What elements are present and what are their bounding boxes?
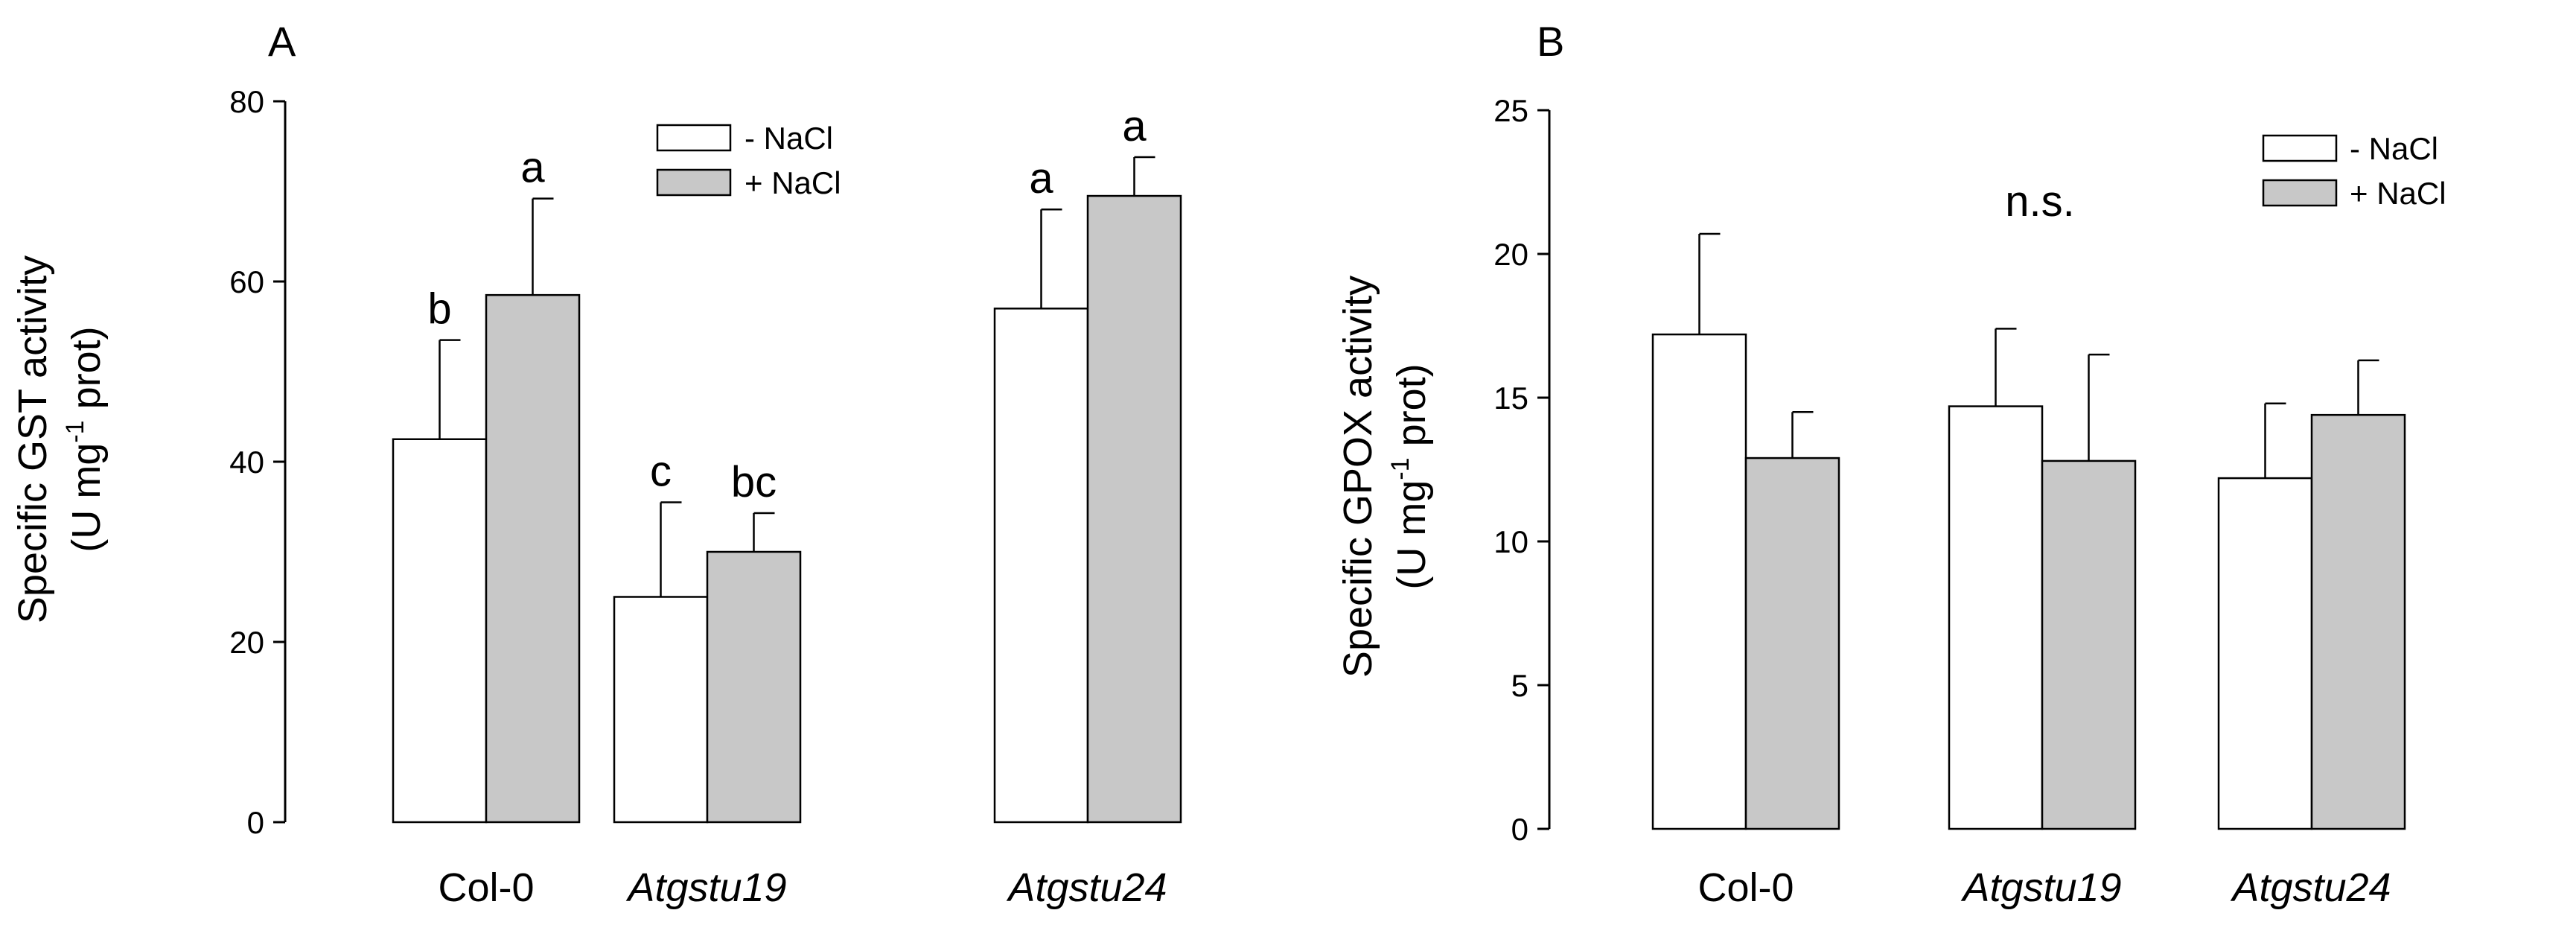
bar-plus-nacl: [2041, 459, 2137, 830]
bar-plus-nacl: [1744, 457, 1840, 830]
panel-b-ylabel: Specific GPOX activity (U mg-1 prot): [1336, 276, 1434, 678]
panel-b-ylabel-line1: Specific GPOX activity: [1336, 276, 1380, 678]
panel-a-ylabel-line2: (U mg-1 prot): [61, 326, 109, 552]
y-tick-label: 0: [1511, 812, 1528, 847]
bar-minus-nacl: [392, 438, 488, 824]
legend-label-plus-nacl: + NaCl: [745, 165, 841, 200]
x-category-label: Col-0: [438, 865, 534, 910]
x-category-label: Atgstu24: [1006, 865, 1167, 910]
y-tick-label: 60: [229, 264, 264, 299]
y-tick-label: 40: [229, 445, 264, 480]
bar-minus-nacl: [2217, 477, 2313, 830]
panel-b-legend: - NaCl + NaCl: [2262, 131, 2446, 211]
significance-letter: a: [520, 144, 545, 192]
x-category-label: Col-0: [1697, 865, 1794, 910]
panel-a: A Specific GST activity (U mg-1 prot) 0 2…: [10, 18, 1182, 910]
legend-swatch-plus-nacl: [2262, 179, 2338, 207]
significance-letter: a: [1029, 154, 1053, 203]
panel-b-axes: 0 5 10 15 20 25 Col-0 Atgstu19 Atgstu24: [1493, 93, 2391, 910]
legend-swatch-plus-nacl: [656, 168, 732, 197]
y-tick-label: 25: [1493, 93, 1528, 128]
legend-swatch-minus-nacl: [2262, 134, 2338, 162]
y-tick-label: 80: [229, 84, 264, 119]
bar-minus-nacl: [1948, 405, 2044, 830]
y-tick-label: 20: [1493, 237, 1528, 272]
bar-minus-nacl: [613, 596, 709, 824]
x-category-label: Atgstu24: [2230, 865, 2391, 910]
panel-a-axes: 0 20 40 60 80 Col-0 Atgstu19 Atgstu24: [229, 84, 1167, 910]
panel-a-ylabel: Specific GST activity (U mg-1 prot): [10, 255, 109, 623]
panel-b-label: B: [1537, 18, 1564, 65]
x-category-label: Atgstu19: [625, 865, 786, 910]
legend-label-minus-nacl: - NaCl: [2350, 131, 2438, 166]
y-tick-label: 15: [1493, 381, 1528, 416]
panel-b-annotation: n.s.: [2005, 177, 2075, 226]
panel-a-label: A: [268, 18, 296, 65]
legend-swatch-minus-nacl: [656, 124, 732, 152]
y-tick-label: 20: [229, 625, 264, 660]
panel-a-ylabel-line1: Specific GST activity: [10, 255, 55, 623]
y-tick-label: 10: [1493, 524, 1528, 559]
legend-label-plus-nacl: + NaCl: [2350, 176, 2446, 211]
panel-b: B Specific GPOX activity (U mg-1 prot) 0…: [1336, 18, 2446, 910]
panel-a-legend: - NaCl + NaCl: [656, 121, 841, 200]
bar-plus-nacl: [485, 293, 581, 824]
panel-a-bars: b a c bc a a: [392, 102, 1182, 824]
bar-plus-nacl: [2310, 413, 2406, 830]
panel-b-bars: [1651, 232, 2406, 830]
x-category-label: Atgstu19: [1960, 865, 2121, 910]
significance-letter: c: [650, 447, 672, 495]
significance-letter: b: [427, 285, 451, 334]
significance-letter: a: [1122, 102, 1147, 150]
panel-b-ylabel-line2: (U mg-1 prot): [1386, 363, 1434, 589]
y-tick-label: 5: [1511, 668, 1528, 703]
y-tick-label: 0: [247, 805, 264, 840]
legend-label-minus-nacl: - NaCl: [745, 121, 833, 156]
significance-letter: bc: [731, 458, 777, 506]
bar-minus-nacl: [993, 308, 1089, 824]
bar-plus-nacl: [1086, 194, 1182, 824]
bar-minus-nacl: [1651, 333, 1747, 830]
bar-plus-nacl: [706, 550, 802, 824]
